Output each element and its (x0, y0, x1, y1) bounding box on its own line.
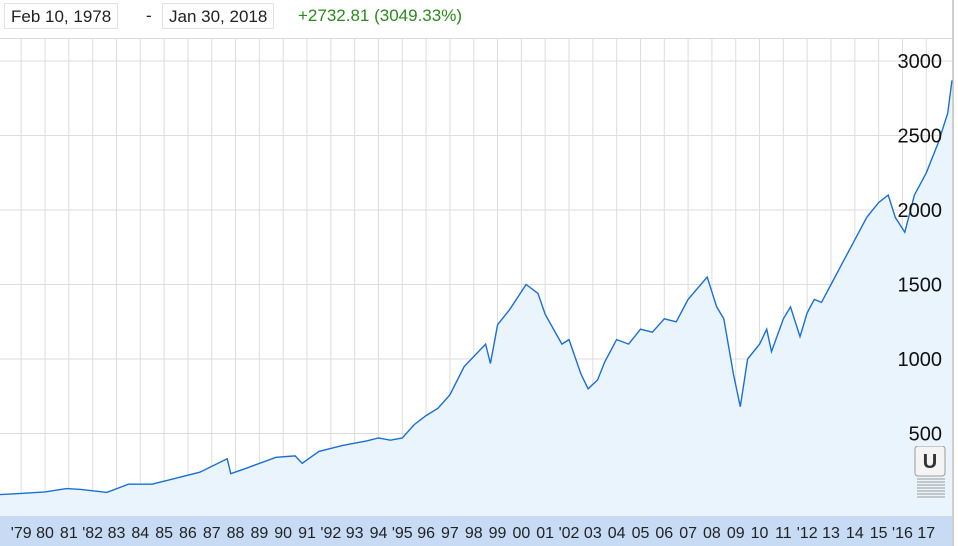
x-tick-label: 91 (298, 525, 316, 542)
chart-right-border (952, 0, 954, 546)
x-tick-label: 09 (727, 525, 745, 542)
x-tick-label: 10 (751, 525, 769, 542)
end-date-field[interactable]: Jan 30, 2018 (162, 3, 275, 29)
x-tick-label: 93 (346, 525, 364, 542)
y-axis-labels: 500 1000 1500 2000 2500 3000 (898, 51, 943, 446)
x-tick-label: 04 (608, 525, 626, 542)
x-tick-label: 06 (655, 525, 673, 542)
header-bar: Feb 10, 1978 - Jan 30, 2018 +2732.81 (30… (0, 0, 958, 36)
x-tick-label: 85 (155, 525, 173, 542)
x-tick-label: 84 (131, 525, 149, 542)
x-tick-label: 80 (36, 525, 54, 542)
x-tick-label: '12 (797, 525, 818, 542)
x-tick-label: 14 (846, 525, 864, 542)
scroll-handle[interactable]: U (914, 446, 948, 500)
x-tick-label: 86 (179, 525, 197, 542)
x-tick-label: 90 (274, 525, 292, 542)
x-tick-label: 98 (465, 525, 483, 542)
y-tick-label: 1000 (898, 349, 943, 371)
x-axis-band (0, 516, 952, 546)
x-tick-label: '95 (392, 525, 413, 542)
x-tick-label: 03 (584, 525, 602, 542)
x-tick-label: 00 (512, 525, 530, 542)
price-area-fill (0, 80, 952, 517)
start-date-field[interactable]: Feb 10, 1978 (4, 3, 119, 29)
x-tick-label: 08 (703, 525, 721, 542)
y-tick-label: 2000 (898, 200, 943, 222)
price-line (0, 80, 953, 496)
date-separator: - (146, 6, 152, 25)
x-tick-label: '02 (559, 525, 580, 542)
x-tick-label: '92 (320, 525, 341, 542)
x-tick-label: 97 (441, 525, 459, 542)
x-tick-label: 81 (60, 525, 78, 542)
x-tick-label: 87 (203, 525, 221, 542)
x-tick-label: '82 (82, 525, 103, 542)
y-tick-label: 3000 (898, 51, 943, 73)
x-tick-label: 07 (679, 525, 697, 542)
price-change: +2732.81 (3049.33%) (298, 6, 462, 25)
y-tick-label: 500 (909, 424, 942, 446)
x-tick-label: 88 (227, 525, 245, 542)
x-tick-label: 15 (870, 525, 888, 542)
x-tick-label: '79 (11, 525, 32, 542)
x-tick-label: 05 (632, 525, 650, 542)
y-tick-label: 1500 (898, 275, 943, 297)
x-tick-label: 01 (536, 525, 554, 542)
x-axis-labels: '79 80 81'82 83 84 85 86 87 88 89 90 91'92 93 94'95 96… (11, 525, 936, 542)
y-tick-label: 2500 (898, 126, 943, 148)
x-tick-label: 99 (489, 525, 507, 542)
x-tick-label: 89 (250, 525, 268, 542)
x-tick-label: '16 (892, 525, 913, 542)
x-tick-label: 11 (775, 525, 792, 542)
plot-area-frame (0, 38, 952, 517)
x-tick-label: 83 (108, 525, 126, 542)
x-tick-label: 13 (822, 525, 840, 542)
x-tick-label: 17 (917, 525, 935, 542)
x-tick-label: 96 (417, 525, 435, 542)
scroll-handle-icon: U (923, 451, 937, 473)
x-tick-label: 94 (370, 525, 388, 542)
